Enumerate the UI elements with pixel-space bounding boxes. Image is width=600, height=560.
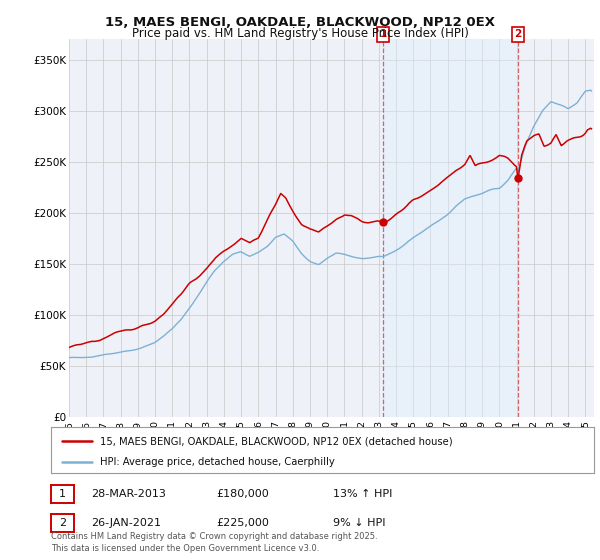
Text: 15, MAES BENGI, OAKDALE, BLACKWOOD, NP12 0EX (detached house): 15, MAES BENGI, OAKDALE, BLACKWOOD, NP12… xyxy=(100,436,452,446)
Text: 1: 1 xyxy=(59,489,66,499)
Text: 9% ↓ HPI: 9% ↓ HPI xyxy=(333,518,386,528)
Text: 2: 2 xyxy=(59,518,66,528)
Text: £180,000: £180,000 xyxy=(216,489,269,499)
Text: Contains HM Land Registry data © Crown copyright and database right 2025.
This d: Contains HM Land Registry data © Crown c… xyxy=(51,533,377,553)
Text: 28-MAR-2013: 28-MAR-2013 xyxy=(91,489,166,499)
Text: 1: 1 xyxy=(380,29,387,39)
Text: £225,000: £225,000 xyxy=(216,518,269,528)
Text: 2: 2 xyxy=(514,29,521,39)
Bar xyxy=(383,39,518,417)
Text: 26-JAN-2021: 26-JAN-2021 xyxy=(91,518,161,528)
Text: 15, MAES BENGI, OAKDALE, BLACKWOOD, NP12 0EX: 15, MAES BENGI, OAKDALE, BLACKWOOD, NP12… xyxy=(105,16,495,29)
Text: 13% ↑ HPI: 13% ↑ HPI xyxy=(333,489,392,499)
Text: HPI: Average price, detached house, Caerphilly: HPI: Average price, detached house, Caer… xyxy=(100,457,335,466)
Text: Price paid vs. HM Land Registry's House Price Index (HPI): Price paid vs. HM Land Registry's House … xyxy=(131,27,469,40)
